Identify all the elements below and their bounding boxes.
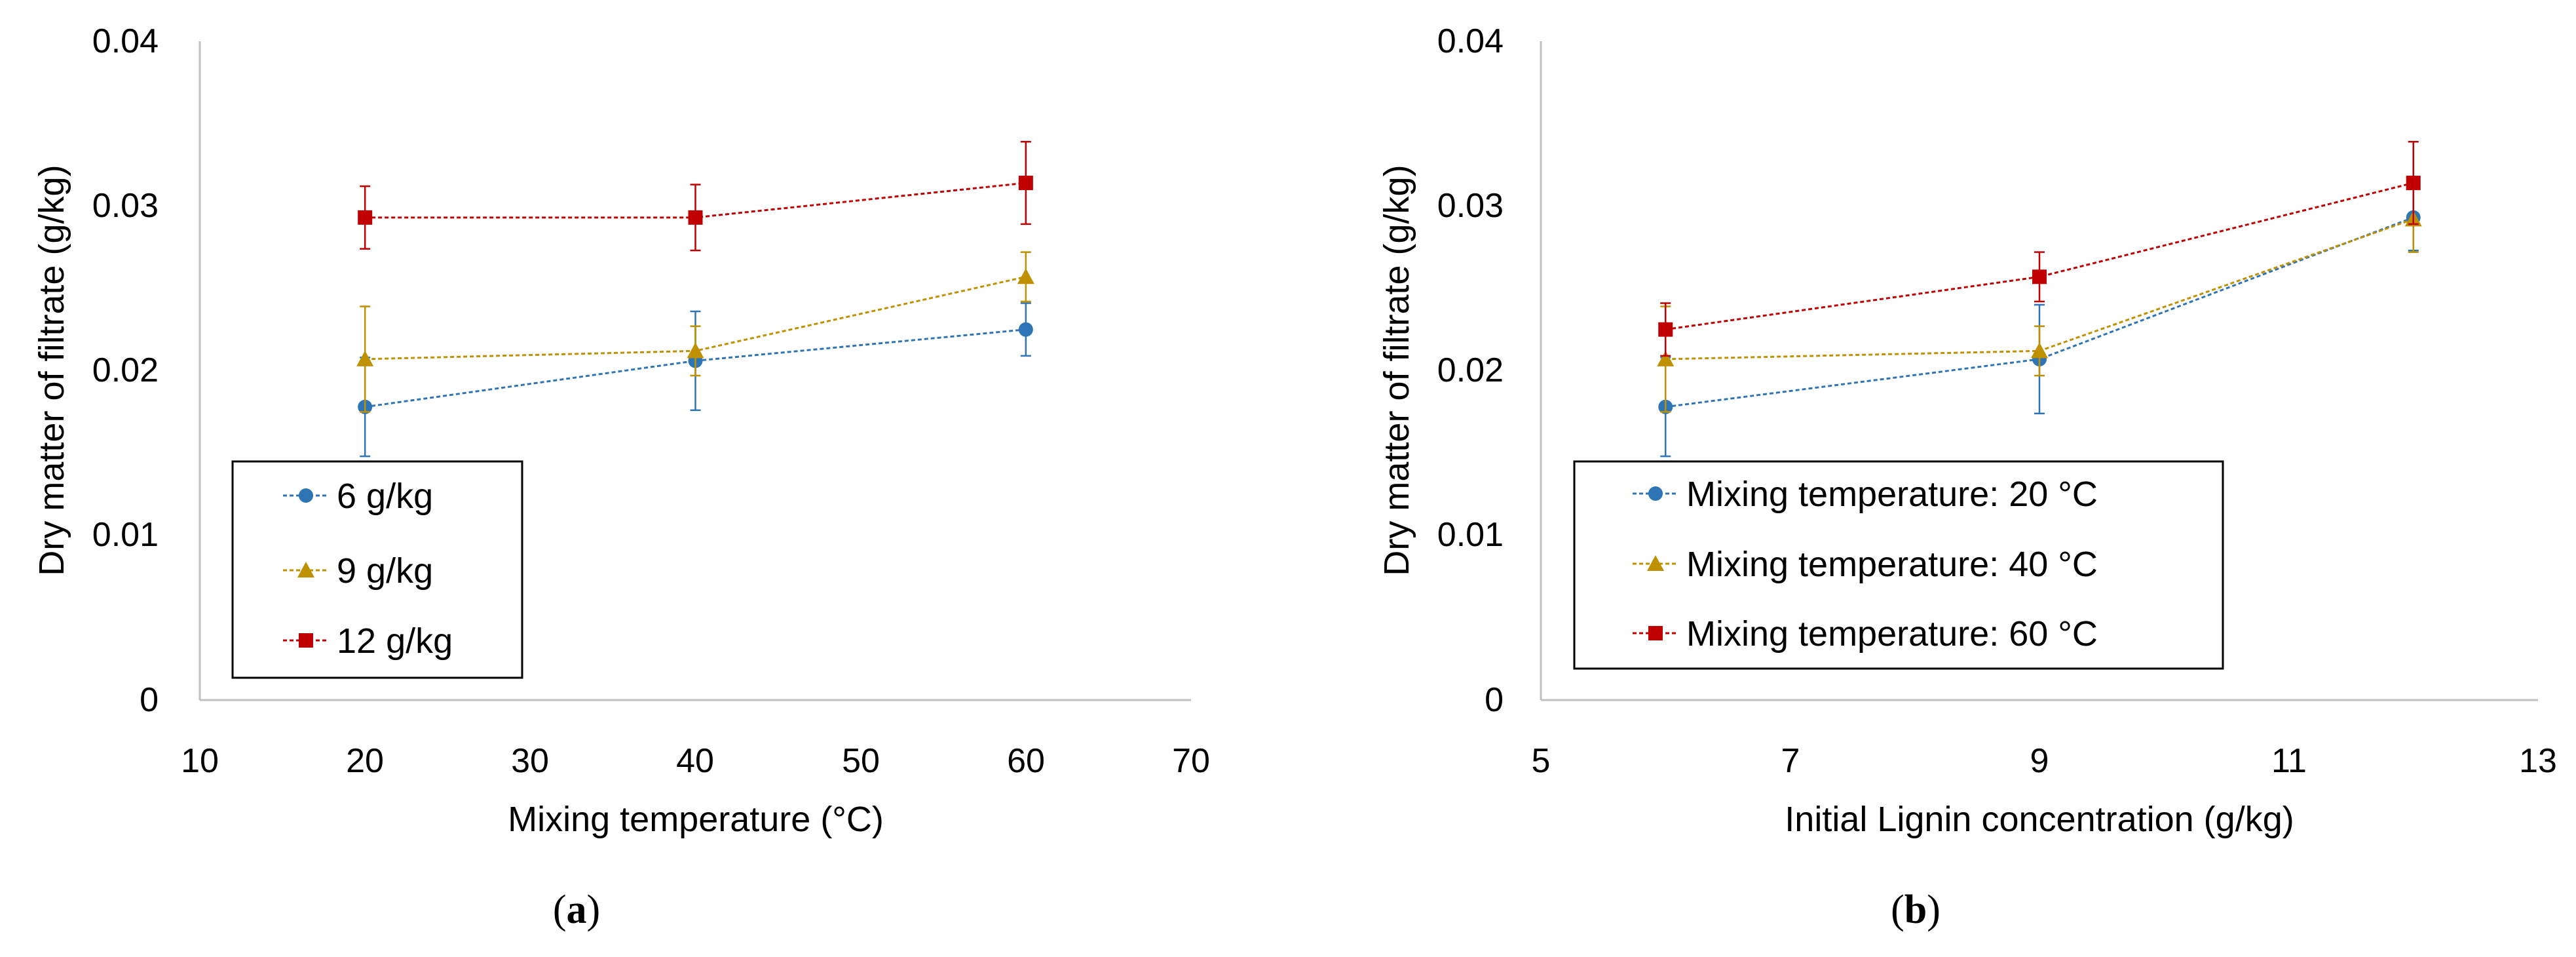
y-tick-label: 0 bbox=[140, 681, 159, 719]
series-mixing-temperature-20-c bbox=[1658, 184, 2421, 458]
panel-caption-letter: b bbox=[1904, 888, 1927, 932]
y-tick-labels: 0 0.01 0.02 0.03 0.04 bbox=[1437, 22, 1504, 719]
legend-label: 9 g/kg bbox=[337, 551, 433, 591]
legend-entry-9-g-kg: 9 g/kg bbox=[283, 551, 433, 591]
plot-area bbox=[356, 141, 1034, 458]
x-axis-title: Initial Lignin concentration (g/kg) bbox=[1785, 800, 2294, 839]
y-tick-label: 0.02 bbox=[1437, 351, 1504, 389]
y-tick-label: 0 bbox=[1485, 681, 1504, 719]
data-point bbox=[2032, 269, 2047, 284]
y-axis-title: Dry matter of filtrate (g/kg) bbox=[1377, 165, 1416, 576]
legend-label: Mixing temperature: 40 °C bbox=[1686, 545, 2098, 584]
x-tick-label: 10 bbox=[181, 742, 219, 780]
x-axis-title: Mixing temperature (°C) bbox=[508, 800, 884, 839]
plot-area bbox=[1657, 141, 2422, 458]
x-tick-label: 50 bbox=[842, 742, 880, 780]
y-axis-title: Dry matter of filtrate (g/kg) bbox=[32, 165, 71, 576]
data-point bbox=[1018, 322, 1033, 337]
legend-entry-40c: Mixing temperature: 40 °C bbox=[1633, 545, 2098, 584]
data-point bbox=[1658, 322, 1673, 337]
x-tick-labels: 5 7 9 11 13 bbox=[1532, 742, 2557, 780]
series-mixing-temperature-60-c bbox=[1658, 141, 2421, 357]
legend-entry-6-g-kg: 6 g/kg bbox=[283, 477, 433, 516]
legend-marker-circle bbox=[299, 488, 313, 503]
y-tick-label: 0.04 bbox=[92, 22, 159, 60]
series-12-g-kg bbox=[358, 141, 1033, 252]
legend-box bbox=[1573, 460, 2224, 670]
y-tick-label: 0.01 bbox=[1437, 516, 1504, 554]
svg-text:(a): (a) bbox=[553, 888, 600, 932]
legend-marker-triangle bbox=[1647, 555, 1664, 571]
panel-b: 0 0.01 0.02 0.03 0.04 5 7 9 11 13 Initia… bbox=[1377, 22, 2557, 932]
legend-box bbox=[231, 460, 523, 679]
x-tick-label: 11 bbox=[2271, 742, 2307, 780]
data-point bbox=[1657, 350, 1675, 366]
data-point bbox=[1018, 176, 1033, 191]
x-tick-label: 20 bbox=[346, 742, 384, 780]
y-tick-label: 0.02 bbox=[92, 351, 159, 389]
panel-a: 0 0.01 0.02 0.03 0.04 10 20 30 40 50 60 … bbox=[32, 22, 1210, 932]
series-9-g-kg bbox=[356, 251, 1034, 413]
data-point bbox=[358, 210, 373, 225]
y-tick-label: 0.04 bbox=[1437, 22, 1504, 60]
legend-label: 6 g/kg bbox=[337, 477, 433, 516]
x-tick-label: 7 bbox=[1781, 742, 1800, 780]
data-point bbox=[2031, 342, 2048, 359]
data-point bbox=[356, 350, 374, 366]
svg-text:(b): (b) bbox=[1891, 888, 1941, 932]
x-tick-label: 70 bbox=[1172, 742, 1210, 780]
legend-entry-60c: Mixing temperature: 60 °C bbox=[1633, 614, 2098, 654]
y-tick-label: 0.03 bbox=[92, 187, 159, 225]
legend-marker-square bbox=[1648, 626, 1663, 640]
x-tick-label: 60 bbox=[1007, 742, 1045, 780]
data-point bbox=[1017, 268, 1034, 284]
legend-entry-12-g-kg: 12 g/kg bbox=[283, 621, 453, 661]
legend-marker-square bbox=[299, 633, 313, 648]
x-tick-label: 13 bbox=[2519, 742, 2557, 780]
legend-label: 12 g/kg bbox=[337, 621, 453, 661]
x-tick-labels: 10 20 30 40 50 60 70 bbox=[181, 742, 1210, 780]
legend-marker-triangle bbox=[297, 562, 314, 577]
y-tick-label: 0.03 bbox=[1437, 187, 1504, 225]
x-tick-label: 40 bbox=[676, 742, 714, 780]
legend-entry-20c: Mixing temperature: 20 °C bbox=[1633, 475, 2098, 514]
x-tick-label: 9 bbox=[2030, 742, 2049, 780]
data-point bbox=[2406, 176, 2421, 191]
series-line bbox=[1665, 182, 2414, 331]
panel-caption-a: (a) bbox=[553, 888, 600, 932]
legend-marker-circle bbox=[1648, 486, 1663, 501]
x-tick-label: 30 bbox=[511, 742, 549, 780]
x-tick-label: 5 bbox=[1532, 742, 1551, 780]
data-point bbox=[687, 342, 704, 359]
panel-caption-letter: a bbox=[567, 888, 587, 932]
y-tick-labels: 0 0.01 0.02 0.03 0.04 bbox=[92, 22, 159, 719]
legend-label: Mixing temperature: 60 °C bbox=[1686, 614, 2098, 654]
panel-caption-b: (b) bbox=[1891, 888, 1941, 932]
data-point bbox=[688, 210, 703, 225]
y-tick-label: 0.01 bbox=[92, 516, 159, 554]
legend-label: Mixing temperature: 20 °C bbox=[1686, 475, 2098, 514]
